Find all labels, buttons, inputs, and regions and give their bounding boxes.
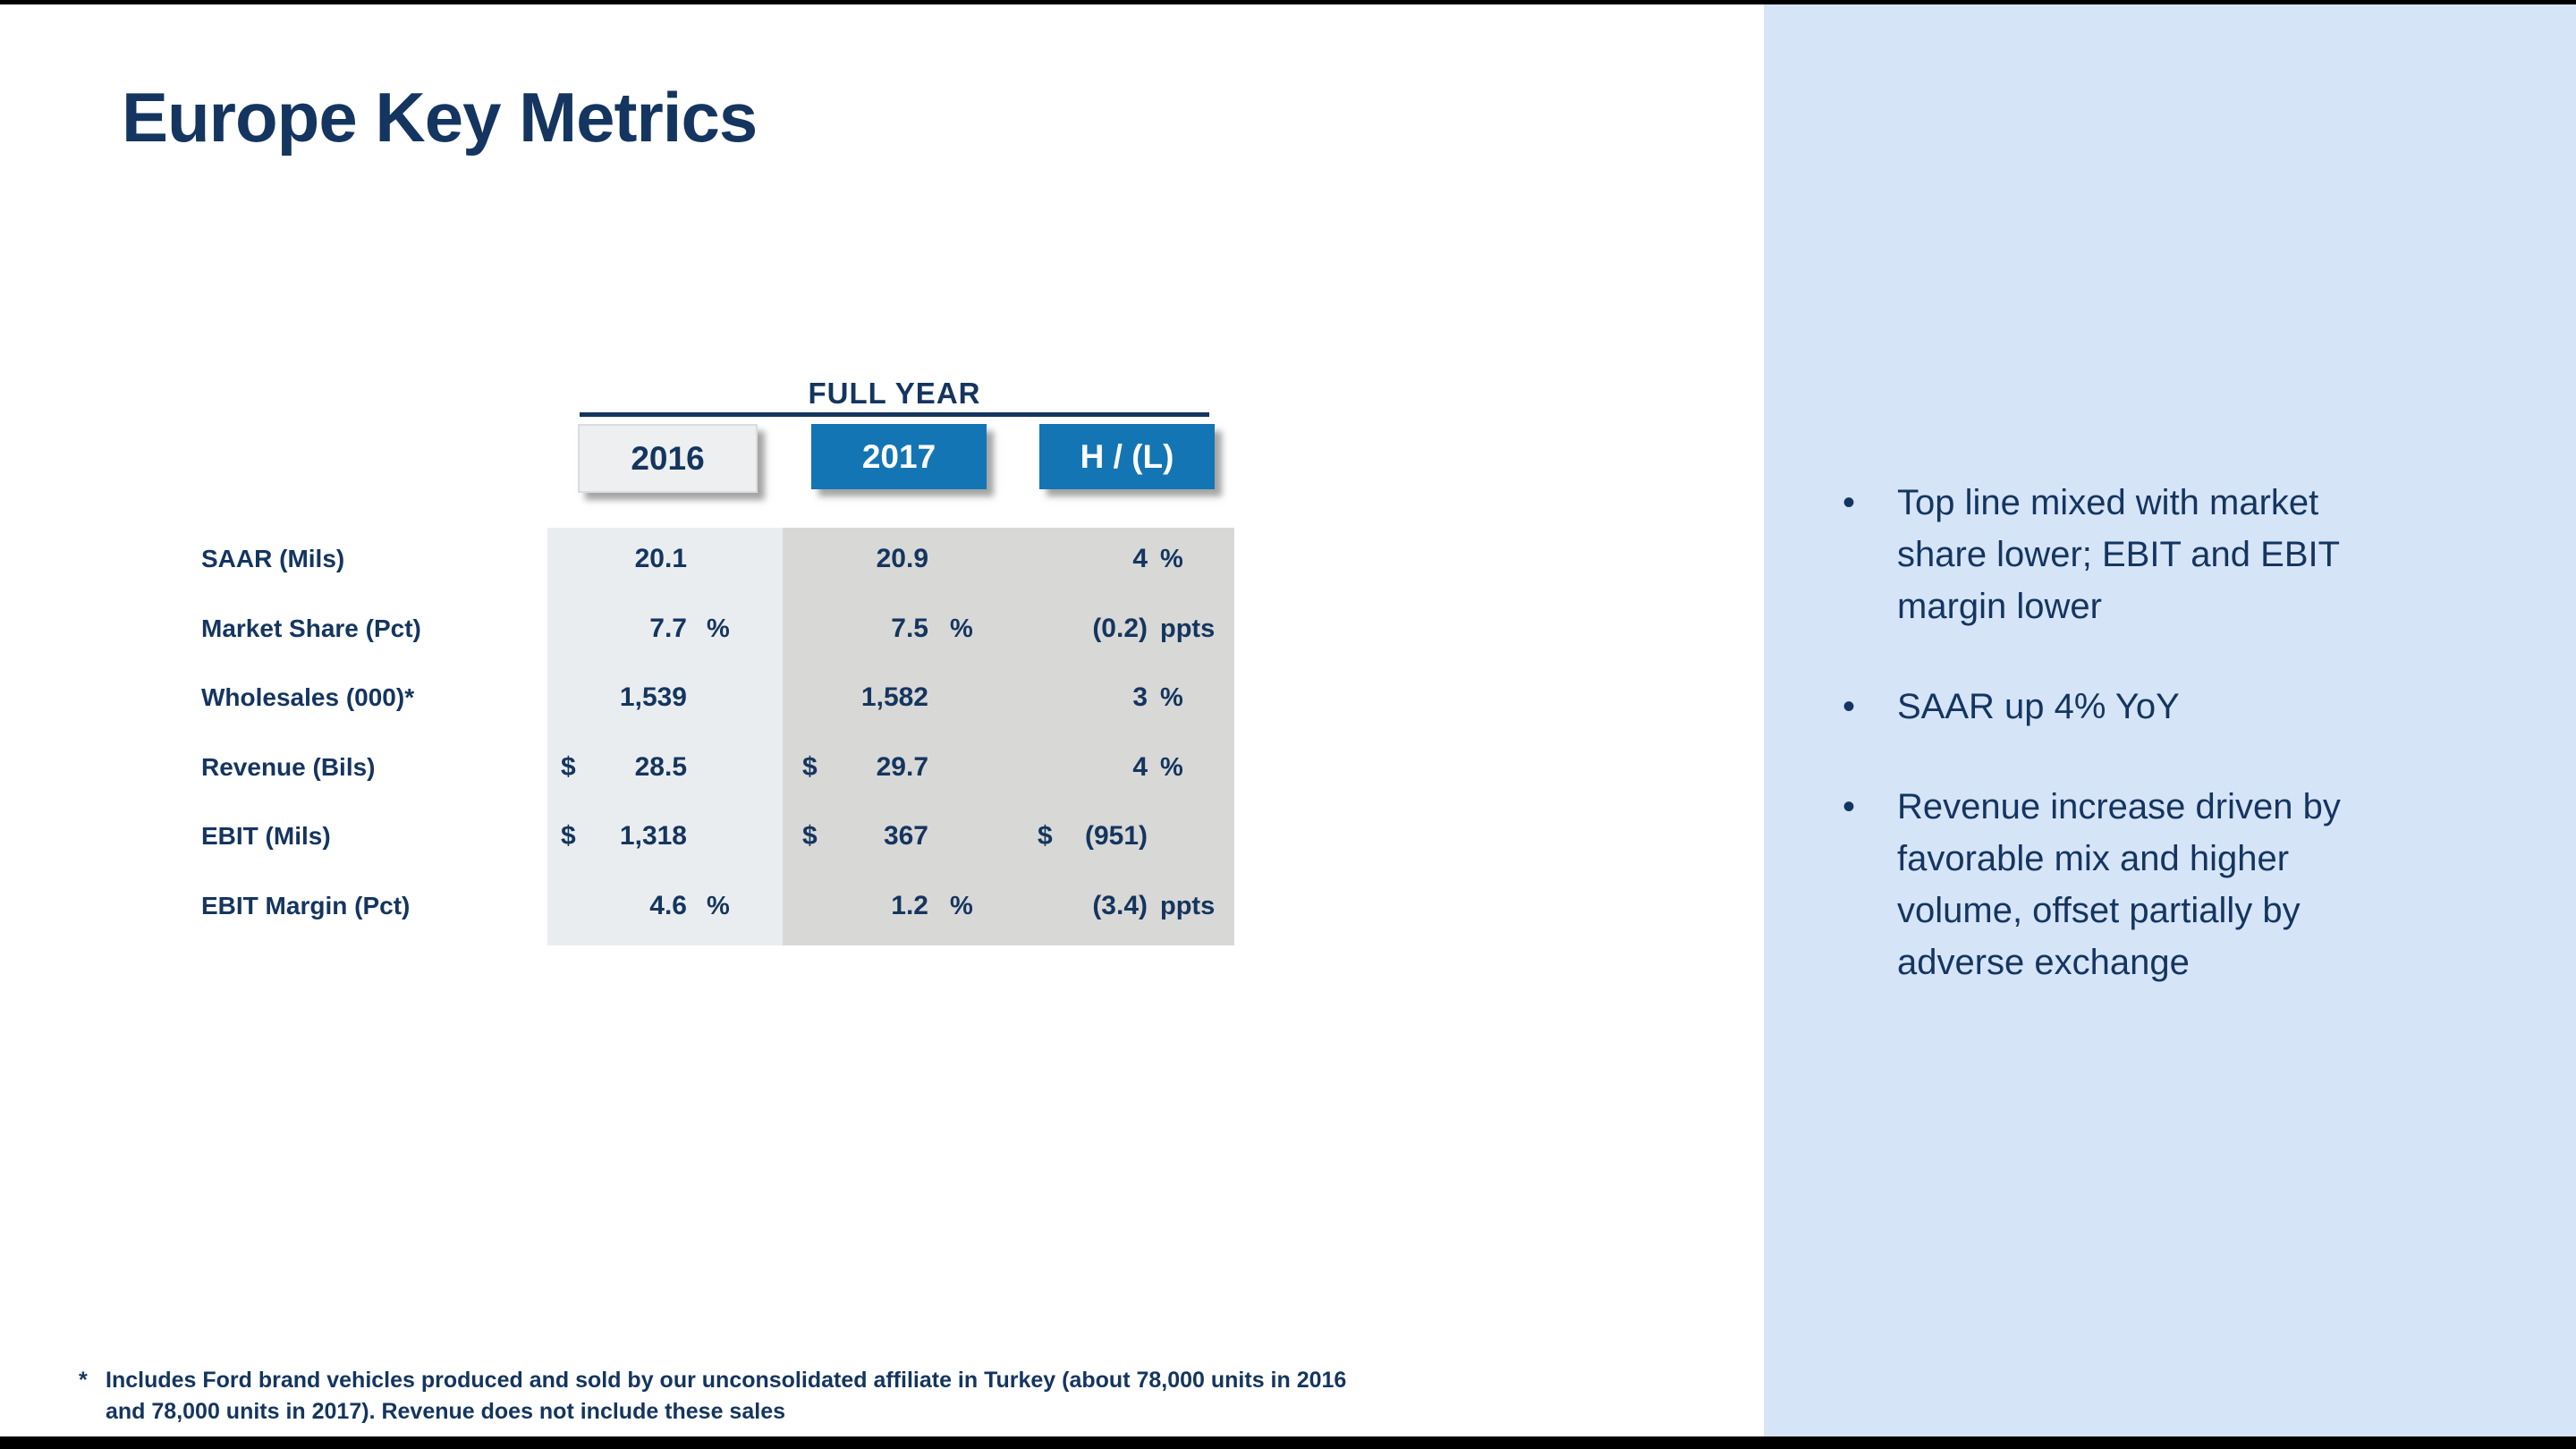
- table-row: Wholesales (000)* 1,539 1,582 3 %: [0, 663, 1252, 733]
- value-2017: 20.9: [876, 544, 928, 573]
- value-2016-unit: %: [707, 892, 730, 920]
- column-header-h-l: H / (L): [1039, 424, 1215, 489]
- value-hl: 4: [1132, 752, 1148, 782]
- bullet-icon: •: [1843, 483, 1856, 522]
- row-label: Market Share (Pct): [201, 614, 421, 642]
- table-row: EBIT (Mils) $ 1,318 $ 367 $ (951): [0, 801, 1252, 871]
- value-2016: 1,539: [619, 682, 687, 712]
- list-item: • Revenue increase driven by favorable m…: [1843, 781, 2469, 988]
- value-2016: 20.1: [634, 544, 687, 573]
- value-2016: 7.7: [649, 614, 687, 643]
- table-row: EBIT Margin (Pct) 4.6 % 1.2 % (3.4) ppts: [0, 871, 1252, 941]
- row-label: EBIT Margin (Pct): [201, 892, 411, 919]
- top-edge-bar: [0, 0, 2576, 4]
- column-shading-2017-hl: [783, 528, 1234, 945]
- commentary-panel: [1764, 4, 2576, 1436]
- column-header-2017: 2017: [811, 424, 987, 489]
- value-hl-unit: %: [1160, 753, 1183, 782]
- footnote-line: and 78,000 units in 2017). Revenue does …: [106, 1399, 785, 1424]
- value-2016: 1,318: [619, 821, 687, 851]
- bullet-text: Revenue increase driven by favorable mix…: [1897, 787, 2341, 982]
- bullet-icon: •: [1843, 687, 1856, 726]
- value-2016-unit: %: [707, 614, 730, 643]
- value-hl-unit: %: [1160, 545, 1183, 573]
- value-hl: 3: [1132, 682, 1148, 712]
- value-2017: 1,582: [860, 682, 928, 712]
- value-hl: (951): [1084, 821, 1148, 851]
- row-label: Revenue (Bils): [201, 753, 376, 781]
- value-2016-currency: $: [561, 752, 576, 782]
- value-2017-unit: %: [950, 614, 973, 643]
- row-label: SAAR (Mils): [201, 545, 345, 572]
- value-hl: (0.2): [1092, 614, 1148, 643]
- value-2016-currency: $: [561, 821, 576, 851]
- page-title: Europe Key Metrics: [122, 78, 758, 157]
- value-2017-currency: $: [802, 752, 818, 782]
- value-2017: 1.2: [891, 891, 928, 920]
- row-label: Wholesales (000)*: [201, 683, 415, 711]
- table-period-header: FULL YEAR: [808, 377, 981, 410]
- bullet-icon: •: [1843, 787, 1856, 826]
- value-2016: 4.6: [649, 891, 687, 920]
- value-hl: (3.4): [1092, 891, 1148, 920]
- value-hl-unit: %: [1160, 683, 1183, 712]
- value-2016: 28.5: [634, 752, 687, 782]
- table-row: Revenue (Bils) $ 28.5 $ 29.7 4 %: [0, 733, 1252, 802]
- bullet-text: SAAR up 4% YoY: [1897, 687, 2180, 726]
- value-hl-unit: ppts: [1160, 614, 1216, 643]
- bottom-edge-bar: [0, 1436, 2576, 1449]
- table-row: SAAR (Mils) 20.1 20.9 4 %: [0, 524, 1252, 594]
- value-hl-unit: ppts: [1160, 892, 1216, 920]
- value-2017: 7.5: [891, 614, 928, 643]
- bullet-text: Top line mixed with market share lower; …: [1897, 483, 2340, 626]
- row-label: EBIT (Mils): [201, 822, 331, 850]
- value-hl: 4: [1132, 544, 1148, 573]
- value-2017: 29.7: [876, 752, 928, 782]
- column-shading-2016: [547, 528, 783, 945]
- list-item: • SAAR up 4% YoY: [1843, 681, 2469, 733]
- list-item: • Top line mixed with market share lower…: [1843, 477, 2469, 632]
- value-2017-unit: %: [950, 892, 973, 920]
- commentary-bullet-list: • Top line mixed with market share lower…: [1843, 477, 2469, 1037]
- column-header-2016: 2016: [578, 424, 758, 493]
- footnote: * Includes Ford brand vehicles produced …: [79, 1365, 1346, 1428]
- value-2017-currency: $: [802, 821, 818, 851]
- table-row: Market Share (Pct) 7.7 % 7.5 % (0.2) ppt…: [0, 594, 1252, 664]
- footnote-asterisk: *: [79, 1368, 88, 1393]
- value-hl-currency: $: [1038, 821, 1053, 851]
- period-underline: [580, 412, 1209, 417]
- value-2017: 367: [883, 821, 928, 851]
- footnote-line: Includes Ford brand vehicles produced an…: [106, 1368, 1347, 1393]
